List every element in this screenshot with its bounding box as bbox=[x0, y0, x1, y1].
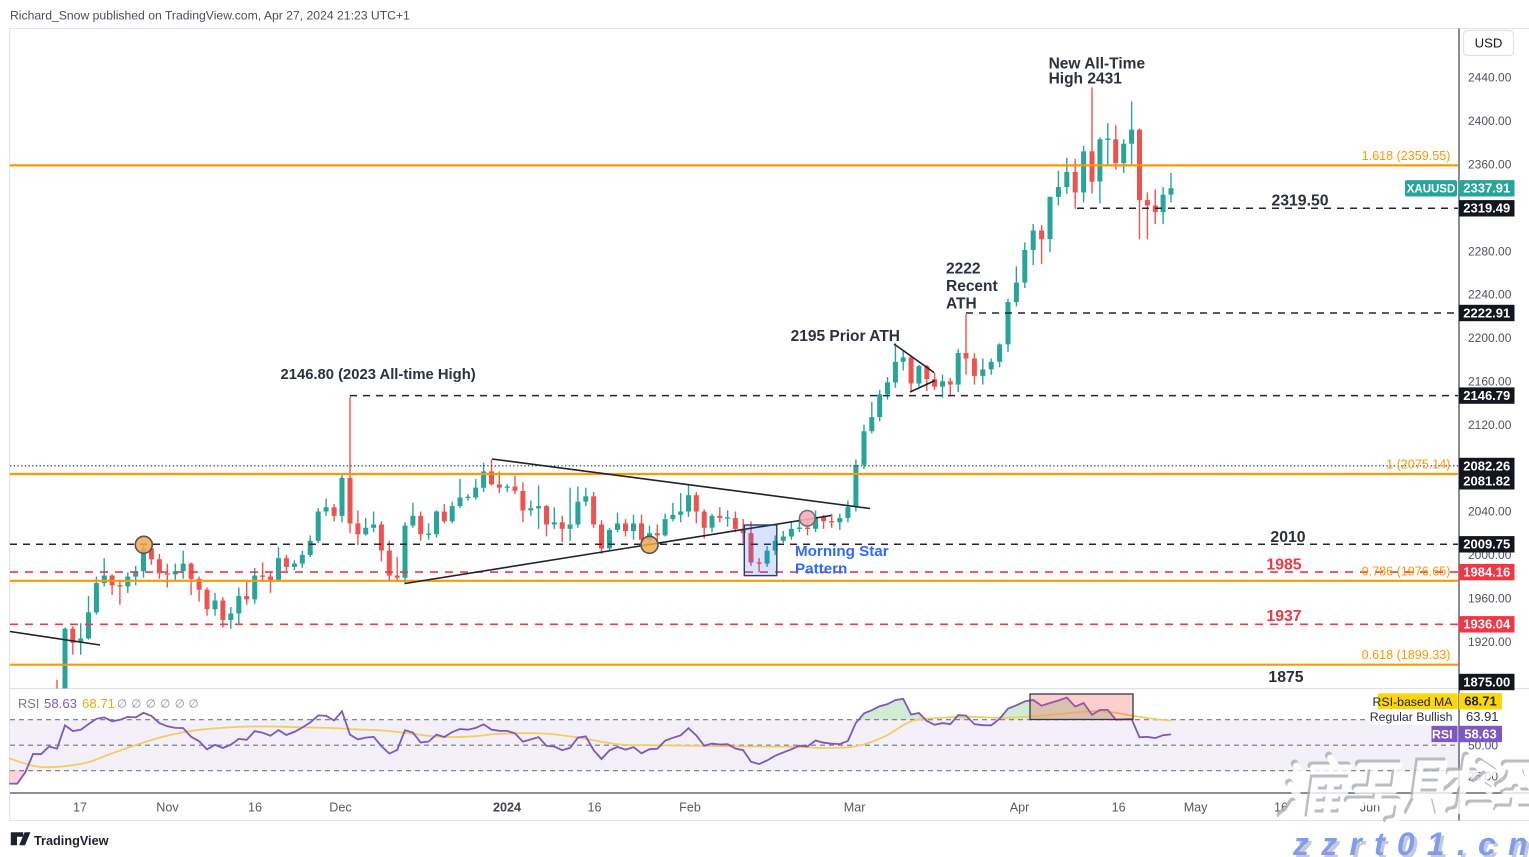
svg-text:58.63: 58.63 bbox=[44, 696, 77, 711]
svg-text:16: 16 bbox=[248, 801, 262, 815]
svg-text:∅: ∅ bbox=[160, 699, 170, 711]
svg-text:17: 17 bbox=[73, 801, 87, 815]
svg-text:Regular Bullish: Regular Bullish bbox=[1370, 710, 1453, 724]
svg-text:zzrt01.cn: zzrt01.cn bbox=[1295, 829, 1529, 857]
svg-text:58.63: 58.63 bbox=[1464, 726, 1497, 741]
svg-text:TradingView: TradingView bbox=[34, 834, 109, 848]
svg-text:1985: 1985 bbox=[1266, 557, 1301, 574]
svg-text:High 2431: High 2431 bbox=[1049, 71, 1123, 88]
svg-text:1875: 1875 bbox=[1268, 669, 1303, 686]
svg-text:Feb: Feb bbox=[679, 801, 701, 815]
svg-text:2280.00: 2280.00 bbox=[1468, 244, 1512, 258]
svg-text:2009.75: 2009.75 bbox=[1463, 537, 1510, 552]
svg-text:Nov: Nov bbox=[156, 801, 179, 815]
svg-text:16: 16 bbox=[1112, 801, 1126, 815]
svg-text:1875.00: 1875.00 bbox=[1463, 674, 1510, 689]
svg-text:0.618 (1899.33): 0.618 (1899.33) bbox=[1362, 648, 1451, 662]
svg-text:1.618 (2359.55): 1.618 (2359.55) bbox=[1362, 149, 1451, 163]
svg-text:USD: USD bbox=[1475, 36, 1503, 51]
svg-text:2319.50: 2319.50 bbox=[1271, 193, 1328, 210]
svg-text:Dec: Dec bbox=[329, 801, 351, 815]
svg-text:∅: ∅ bbox=[175, 699, 185, 711]
svg-text:Mar: Mar bbox=[844, 801, 866, 815]
svg-text:Recent: Recent bbox=[946, 278, 998, 295]
svg-text:1937: 1937 bbox=[1266, 608, 1301, 625]
svg-text:2440.00: 2440.00 bbox=[1468, 71, 1512, 85]
svg-text:1960.00: 1960.00 bbox=[1468, 592, 1512, 606]
svg-text:2082.26: 2082.26 bbox=[1463, 458, 1510, 473]
svg-text:2222.91: 2222.91 bbox=[1463, 305, 1510, 320]
svg-text:1 (2075.14): 1 (2075.14) bbox=[1386, 457, 1450, 471]
svg-text:RSI-based MA: RSI-based MA bbox=[1373, 695, 1454, 709]
svg-text:68.71: 68.71 bbox=[82, 696, 115, 711]
svg-text:2360.00: 2360.00 bbox=[1468, 158, 1512, 172]
svg-text:2337.91: 2337.91 bbox=[1463, 181, 1510, 196]
svg-text:XAUUSD: XAUUSD bbox=[1407, 183, 1456, 195]
svg-text:May: May bbox=[1184, 801, 1208, 815]
svg-text:2240.00: 2240.00 bbox=[1468, 288, 1512, 302]
svg-text:2010: 2010 bbox=[1270, 529, 1305, 546]
svg-text:New All-Time: New All-Time bbox=[1049, 56, 1146, 73]
svg-text:zzrt01.cn: zzrt01.cn bbox=[1292, 826, 1529, 857]
svg-text:1936.04: 1936.04 bbox=[1463, 617, 1511, 632]
svg-text:68.71: 68.71 bbox=[1464, 694, 1497, 709]
svg-text:RSI: RSI bbox=[18, 696, 39, 711]
svg-text:∅: ∅ bbox=[146, 699, 156, 711]
svg-text:1920.00: 1920.00 bbox=[1468, 635, 1512, 649]
svg-text:2146.79: 2146.79 bbox=[1463, 388, 1510, 403]
svg-text:2319.49: 2319.49 bbox=[1463, 201, 1510, 216]
svg-text:1984.16: 1984.16 bbox=[1463, 564, 1510, 579]
svg-text:2081.82: 2081.82 bbox=[1463, 474, 1510, 489]
svg-text:∅: ∅ bbox=[117, 699, 127, 711]
svg-text:Pattern: Pattern bbox=[795, 561, 847, 578]
svg-text:0.786 (1976.65): 0.786 (1976.65) bbox=[1362, 564, 1451, 578]
svg-text:2146.80 (2023 All-time High): 2146.80 (2023 All-time High) bbox=[281, 367, 476, 383]
svg-text:Morning Star: Morning Star bbox=[795, 543, 889, 560]
svg-text:ATH: ATH bbox=[946, 296, 977, 313]
svg-text:2040.00: 2040.00 bbox=[1468, 505, 1512, 519]
svg-text:2120.00: 2120.00 bbox=[1468, 418, 1512, 432]
svg-text:2200.00: 2200.00 bbox=[1468, 331, 1512, 345]
svg-text:RSI: RSI bbox=[1432, 727, 1453, 741]
svg-text:2400.00: 2400.00 bbox=[1468, 114, 1512, 128]
svg-text:2024: 2024 bbox=[493, 801, 521, 815]
svg-text:63.91: 63.91 bbox=[1466, 709, 1499, 724]
svg-text:2160.00: 2160.00 bbox=[1468, 375, 1512, 389]
svg-text:16: 16 bbox=[587, 801, 601, 815]
svg-text:∅: ∅ bbox=[188, 699, 198, 711]
svg-text:∅: ∅ bbox=[131, 699, 141, 711]
svg-text:2195 Prior ATH: 2195 Prior ATH bbox=[791, 328, 900, 345]
svg-text:Apr: Apr bbox=[1010, 801, 1030, 815]
svg-text:2222: 2222 bbox=[946, 261, 980, 278]
svg-text:Richard_Snow published on Trad: Richard_Snow published on TradingView.co… bbox=[10, 8, 410, 22]
